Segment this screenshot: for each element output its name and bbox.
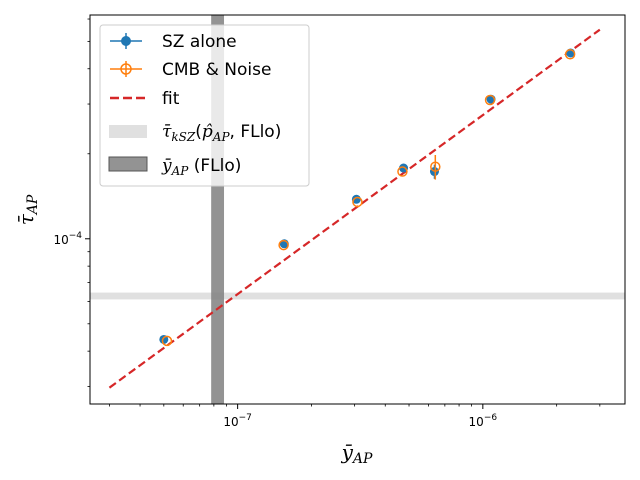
cmb-noise-point xyxy=(564,49,576,60)
legend-cmb-marker xyxy=(120,63,132,75)
legend-sz-label: SZ alone xyxy=(162,32,237,52)
cmb-noise-point xyxy=(484,94,496,106)
legend-box xyxy=(99,24,310,187)
x-axis-label-sub: AP xyxy=(351,451,373,467)
legend-cmb-label: CMB & Noise xyxy=(162,60,271,80)
fit-layer xyxy=(108,28,601,389)
legend: SZ alone CMB & Noise fit τ̄kSZ(p̂AP, FLl… xyxy=(99,24,310,187)
ticks-layer: 10−7 10−6 10−4 xyxy=(53,18,601,429)
points-layer xyxy=(159,48,576,347)
legend-entry-fit: fit xyxy=(110,89,180,109)
sz-alone-point xyxy=(159,334,169,344)
y-axis-label-main: τ̄ xyxy=(14,213,38,225)
legend-sz-marker xyxy=(121,36,131,46)
x-axis-label-main: ȳ xyxy=(341,440,354,464)
sz-alone-point xyxy=(399,163,409,173)
legend-entry-sz-alone: SZ alone xyxy=(110,32,237,52)
cmb-noise-point xyxy=(430,161,441,172)
band-horizontal xyxy=(90,292,625,300)
cmb-noise-point xyxy=(161,335,173,347)
y-tick-label: 10−4 xyxy=(53,231,82,247)
plot-frame xyxy=(89,14,626,405)
y-axis-label-sub: AP xyxy=(25,194,41,216)
legend-tau-band-swatch xyxy=(109,125,147,138)
legend-fit-label: fit xyxy=(162,89,180,109)
legend-tau-band-label: τ̄kSZ(p̂AP, FLlo) xyxy=(162,122,281,144)
legend-entry-cmb-noise: CMB & Noise xyxy=(110,60,271,80)
fit-line xyxy=(108,28,601,389)
cmb-noise-point xyxy=(278,239,289,251)
legend-entry-y-band: ȳAP (FLlo) xyxy=(108,156,241,178)
x-axis-label: ȳAP xyxy=(341,440,373,467)
legend-y-band-swatch xyxy=(108,156,148,172)
x-tick-label: 10−7 xyxy=(223,413,252,429)
legend-entry-tau-ksz-band: τ̄kSZ(p̂AP, FLlo) xyxy=(109,122,281,144)
cmb-noise-point xyxy=(397,166,408,177)
x-tick-label: 10−6 xyxy=(469,413,498,429)
y-axis-label: τ̄AP xyxy=(14,194,41,225)
cmb-noise-point xyxy=(352,196,363,208)
legend-y-band-label: ȳAP (FLlo) xyxy=(161,156,241,178)
